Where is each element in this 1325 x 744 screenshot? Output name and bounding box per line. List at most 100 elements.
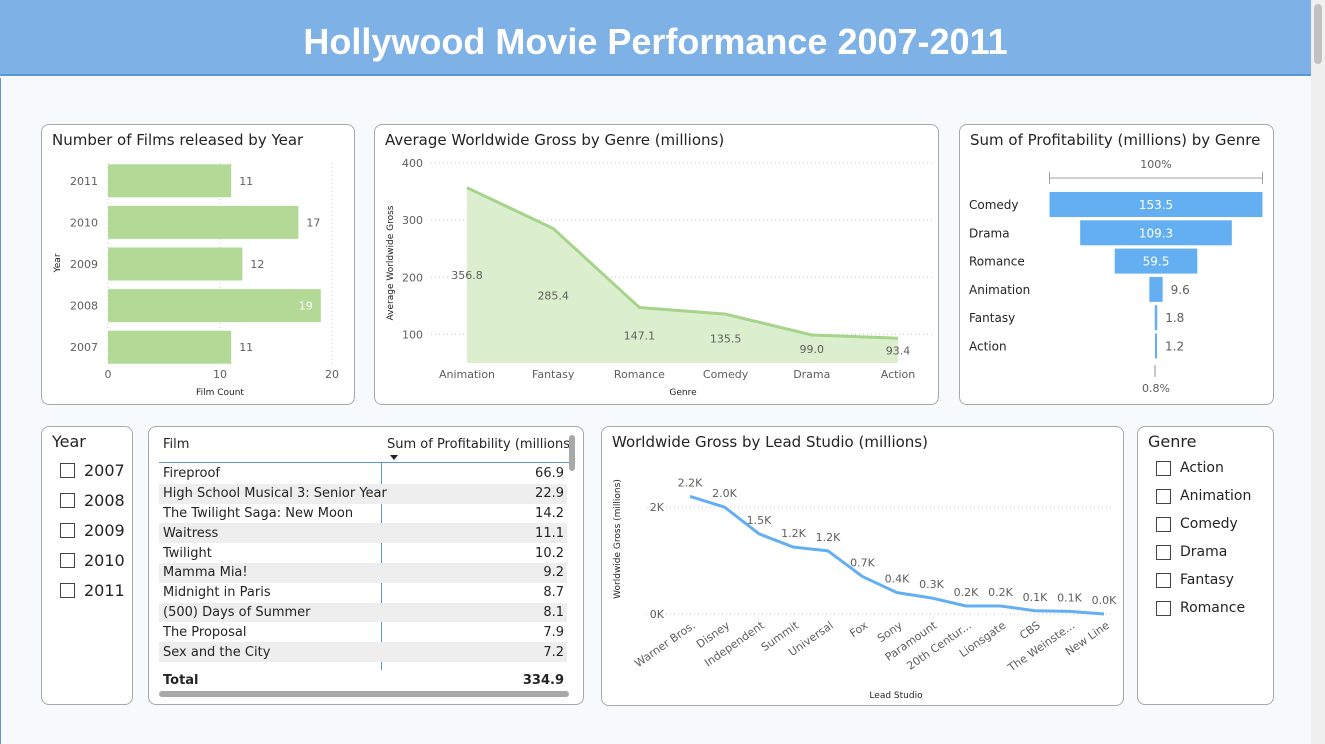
x-tick-label: Action	[881, 368, 915, 381]
x-tick-label: 0	[105, 368, 112, 381]
x-tick-label: 10	[213, 368, 227, 381]
x-tick-label: Fox	[847, 619, 870, 641]
data-label: 109.3	[1139, 226, 1173, 240]
table-row[interactable]: Sex and the City 7.2	[159, 642, 567, 662]
checkbox-icon[interactable]	[1156, 544, 1171, 560]
checkbox-icon[interactable]	[60, 553, 75, 568]
funnel-bar	[1114, 248, 1198, 274]
film-table[interactable]: Film Sum of Profitability (millions) Fir…	[148, 426, 584, 705]
profitability-value: 7.9	[543, 624, 564, 640]
y-tick-label: 2010	[70, 216, 98, 229]
header-divider	[159, 462, 569, 463]
checkbox-icon[interactable]	[60, 583, 75, 598]
film-name: Sex and the City	[163, 644, 271, 660]
avg-gross-chart: 400 300 200 100 Animation 356.8 Fantasy 285.4 Ro…	[386, 157, 935, 398]
genre-option[interactable]: Fantasy	[1156, 572, 1234, 588]
funnel-category-label: Romance	[969, 255, 1025, 269]
table-row[interactable]: Fireproof 66.9	[159, 464, 567, 484]
table-row[interactable]: The Twilight Saga: New Moon 14.2	[159, 504, 567, 524]
data-label: 0.7K	[850, 557, 875, 570]
funnel-category-label: Drama	[969, 226, 1010, 240]
checkbox-icon[interactable]	[1156, 488, 1171, 504]
genre-option[interactable]: Drama	[1156, 544, 1227, 560]
genre-option-label: Comedy	[1180, 516, 1238, 532]
genre-option[interactable]: Romance	[1156, 600, 1245, 616]
film-name: The Twilight Saga: New Moon	[163, 505, 354, 521]
profit-funnel-card[interactable]: Sum of Profitability (millions) by Genre…	[959, 124, 1274, 405]
page-scrollbar[interactable]	[1311, 0, 1325, 744]
year-slicer[interactable]: Year 2007 2008 2009 2010 2011	[41, 426, 133, 705]
table-row[interactable]: Twilight 10.2	[159, 543, 567, 563]
y-tick-label: 400	[402, 157, 423, 170]
bar	[108, 164, 232, 198]
genre-option[interactable]: Comedy	[1156, 516, 1238, 532]
sort-desc-icon[interactable]	[390, 455, 398, 460]
table-v-scrollbar[interactable]	[569, 435, 575, 471]
funnel-bottom-label: 0.8%	[1142, 382, 1170, 395]
funnel-category-label: Action	[969, 340, 1007, 354]
year-option[interactable]: 2008	[60, 491, 125, 510]
checkbox-icon[interactable]	[1156, 516, 1171, 532]
table-row[interactable]: Mamma Mia! 9.2	[159, 563, 567, 583]
funnel-top-label: 100%	[1140, 158, 1171, 171]
data-label: 9.6	[1171, 283, 1190, 297]
page-title: Hollywood Movie Performance 2007-2011	[303, 21, 1008, 62]
films-by-year-card[interactable]: Number of Films released by Year 0 10 20 20…	[41, 124, 355, 405]
data-label: 0.3K	[919, 578, 944, 591]
table-row[interactable]: Waitress 11.1	[159, 523, 567, 544]
funnel-bar	[1049, 192, 1263, 217]
x-axis-title: Lead Studio	[869, 691, 923, 701]
total-value: 334.9	[522, 672, 564, 688]
table-row[interactable]: Midnight in Paris 8.7	[159, 583, 567, 603]
studio-gross-title: Worldwide Gross by Lead Studio (millions…	[612, 433, 928, 451]
data-label: 1.2K	[781, 527, 806, 540]
profit-funnel-title: Sum of Profitability (millions) by Genre	[970, 131, 1261, 149]
data-label: 99.0	[800, 343, 825, 356]
data-label: 17	[306, 216, 320, 229]
x-tick-label: Fantasy	[532, 368, 575, 381]
checkbox-icon[interactable]	[60, 523, 75, 538]
page-scrollbar-thumb[interactable]	[1314, 4, 1322, 64]
genre-option[interactable]: Action	[1156, 460, 1224, 476]
funnel-bar	[1080, 220, 1232, 246]
data-label: 135.5	[710, 333, 742, 346]
funnel-category-label: Animation	[969, 283, 1030, 297]
checkbox-icon[interactable]	[60, 493, 75, 508]
genre-slicer[interactable]: Genre Action Animation Comedy Drama Fantasy R…	[1137, 426, 1274, 705]
checkbox-icon[interactable]	[60, 463, 75, 478]
table-row[interactable]: (500) Days of Summer 8.1	[159, 602, 567, 623]
checkbox-icon[interactable]	[1156, 600, 1171, 616]
y-tick-label: 300	[402, 214, 423, 227]
avg-gross-card[interactable]: Average Worldwide Gross by Genre (millio…	[374, 124, 939, 405]
year-option[interactable]: 2011	[60, 581, 125, 600]
bar	[108, 289, 321, 323]
genre-slicer-title: Genre	[1148, 432, 1197, 451]
table-header-profitability[interactable]: Sum of Profitability (millions)	[387, 437, 576, 452]
data-label: 153.5	[1139, 198, 1173, 212]
y-tick-label: 2009	[70, 258, 98, 271]
film-name: Fireproof	[163, 466, 220, 482]
table-header-film[interactable]: Film	[163, 437, 190, 452]
x-tick-label: Warner Bros.	[632, 619, 697, 670]
funnel-bar	[1154, 305, 1158, 331]
genre-option[interactable]: Animation	[1156, 488, 1251, 504]
table-h-scrollbar[interactable]	[159, 691, 569, 697]
films-by-year-chart: 0 10 20 2011 11 2010 17 2009 12 2008 19 2007 11 Film …	[53, 163, 339, 398]
checkbox-icon[interactable]	[1156, 572, 1171, 588]
year-option[interactable]: 2010	[60, 551, 125, 570]
studio-gross-card[interactable]: Worldwide Gross by Lead Studio (millions…	[601, 426, 1124, 706]
films-by-year-title: Number of Films released by Year	[52, 131, 304, 149]
film-name: The Proposal	[163, 624, 247, 640]
year-option[interactable]: 2007	[60, 461, 125, 480]
year-option[interactable]: 2009	[60, 521, 125, 540]
table-row[interactable]: High School Musical 3: Senior Year 22.9	[159, 483, 567, 504]
data-label: 2.2K	[678, 476, 703, 489]
profitability-value: 7.2	[543, 644, 564, 660]
y-tick-label: 2K	[650, 501, 665, 514]
table-row[interactable]: The Proposal 7.9	[159, 622, 567, 642]
data-label: 356.8	[451, 269, 483, 282]
checkbox-icon[interactable]	[1156, 460, 1171, 476]
x-tick-label: CBS	[1017, 619, 1043, 642]
y-tick-label: 2011	[70, 175, 98, 188]
